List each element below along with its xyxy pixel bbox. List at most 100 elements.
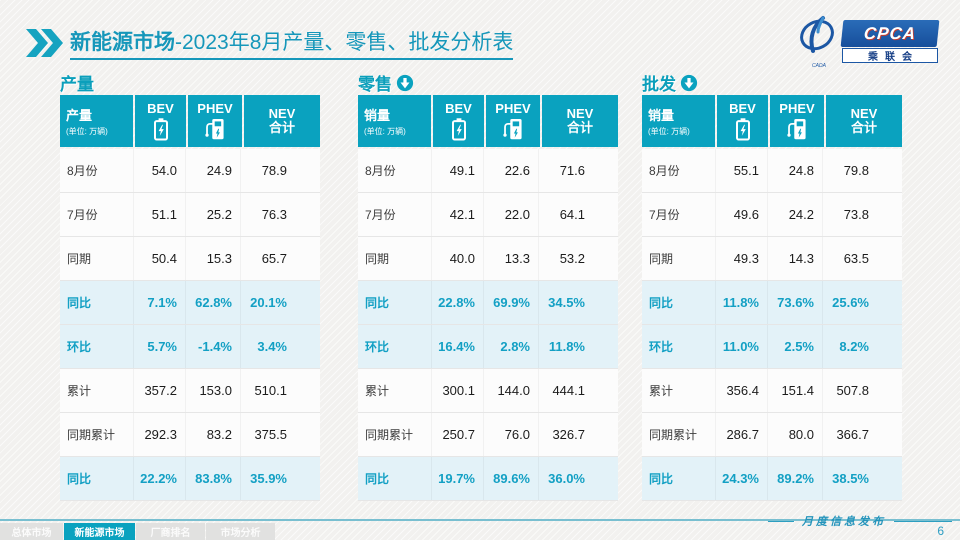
row-label-cell: 7月份 [642, 193, 716, 236]
nev-value-cell: 366.7 [836, 427, 869, 442]
nev-value-cell: 3.4% [257, 339, 287, 354]
nev-value-cell: 507.8 [836, 383, 869, 398]
tab-nev-market[interactable]: 新能源市场 [64, 523, 135, 540]
title-bold-segment: 新能源市场 [70, 31, 175, 54]
tab-market-analysis[interactable]: 市场分析 [206, 523, 275, 540]
label-column-header: 产量 (单位: 万辆) [60, 95, 133, 147]
bev-value-cell: 22.2% [134, 457, 186, 500]
production-section-title: 产量 [60, 75, 94, 94]
bev-header-text: BEV [729, 100, 756, 116]
row-label-cell: 同期累计 [358, 413, 432, 456]
phev-value-cell: 22.6 [484, 149, 539, 192]
nev-value-cell: 510.1 [254, 383, 287, 398]
bev-value-cell: 292.3 [134, 413, 186, 456]
table-row: 同期 40.0 13.3 53.2 [358, 237, 618, 281]
nev-value-cell: 35.9% [250, 471, 287, 486]
nev-value-cell: 375.5 [254, 427, 287, 442]
header: 新能源市场-2023年8月产量、零售、批发分析表 [26, 26, 514, 60]
tab-manufacturer-ranking[interactable]: 厂商排名 [136, 523, 205, 540]
nev-value-cell: 71.6 [559, 163, 585, 178]
phev-value-cell: 24.2 [768, 193, 823, 236]
table-row: 累计 357.2 153.0 510.1 [60, 369, 320, 413]
nev-value-cell: 25.6% [832, 295, 869, 310]
bev-value-cell: 7.1% [134, 281, 186, 324]
production-table-body: 8月份 54.0 24.9 78.9 7月份 51.1 25.2 76.3 同期 50.4 15.3… [60, 149, 320, 501]
nev-header-line2: 合计 [268, 120, 295, 135]
cpca-logo-subtext: 乘联会 [842, 48, 938, 63]
bev-value-cell: 250.7 [432, 413, 484, 456]
label-header-text: 产量 [66, 108, 93, 123]
unit-label: (单位: 万辆) [648, 127, 690, 136]
nev-header-line2: 合计 [566, 120, 593, 135]
nev-value-cell: 326.7 [552, 427, 585, 442]
nev-column-header: NEV 合计 [826, 95, 902, 147]
row-label-cell: 同比 [642, 457, 716, 500]
table-row: 累计 300.1 144.0 444.1 [358, 369, 618, 413]
table-row: 同期累计 250.7 76.0 326.7 [358, 413, 618, 457]
production-table: 产量 产量 (单位: 万辆) BEV PHEV NEV [60, 70, 320, 501]
nev-header-line1: NEV [566, 106, 594, 121]
bev-column-header: BEV [717, 95, 768, 147]
bev-value-cell: 300.1 [432, 369, 484, 412]
nev-value-cell: 63.5 [843, 251, 869, 266]
unit-label: (单位: 万辆) [66, 127, 108, 136]
nev-value-cell: 73.8 [843, 207, 869, 222]
phev-column-header: PHEV [486, 95, 540, 147]
page-title: 新能源市场-2023年8月产量、零售、批发分析表 [70, 26, 514, 60]
battery-icon [735, 117, 750, 140]
row-label-cell: 同期累计 [60, 413, 134, 456]
nev-column-header: NEV 合计 [244, 95, 320, 147]
charger-icon [786, 118, 806, 139]
phev-value-cell: 83.2 [186, 413, 241, 456]
row-label-cell: 同比 [60, 281, 134, 324]
bev-value-cell: 40.0 [432, 237, 484, 280]
nev-header-line1: NEV [850, 106, 878, 121]
phev-value-cell: 89.6% [484, 457, 539, 500]
bev-value-cell: 54.0 [134, 149, 186, 192]
row-label-cell: 同比 [358, 457, 432, 500]
bev-column-header: BEV [135, 95, 186, 147]
row-label-cell: 7月份 [358, 193, 432, 236]
phev-header-text: PHEV [197, 100, 233, 116]
publication-label: 月度信息发布 [768, 513, 952, 529]
nev-header-line1: NEV [268, 106, 296, 121]
phev-value-cell: 24.8 [768, 149, 823, 192]
table-row: 同比 7.1% 62.8% 20.1% [60, 281, 320, 325]
circle-down-arrow-icon [680, 74, 698, 91]
label-column-header: 销量 (单位: 万辆) [358, 95, 431, 147]
phev-value-cell: 13.3 [484, 237, 539, 280]
phev-header-text: PHEV [495, 100, 531, 116]
row-label-cell: 同比 [642, 281, 716, 324]
bev-value-cell: 49.3 [716, 237, 768, 280]
label-column-header: 销量 (单位: 万辆) [642, 95, 715, 147]
charger-icon [204, 118, 224, 139]
table-row: 累计 356.4 151.4 507.8 [642, 369, 902, 413]
nev-value-cell: 36.0% [548, 471, 585, 486]
phev-value-cell: 2.8% [484, 325, 539, 368]
publication-dash [768, 520, 794, 522]
nev-value-cell: 444.1 [552, 383, 585, 398]
phev-value-cell: 62.8% [186, 281, 241, 324]
phev-header-text: PHEV [779, 100, 815, 116]
bev-column-header: BEV [433, 95, 484, 147]
row-label-cell: 同比 [60, 457, 134, 500]
nev-value-cell: 76.3 [261, 207, 287, 222]
bev-value-cell: 55.1 [716, 149, 768, 192]
bev-value-cell: 19.7% [432, 457, 484, 500]
bev-value-cell: 286.7 [716, 413, 768, 456]
table-row: 同比 24.3% 89.2% 38.5% [642, 457, 902, 501]
table-row: 同比 22.8% 69.9% 34.5% [358, 281, 618, 325]
nev-value-cell: 53.2 [559, 251, 585, 266]
cpca-logo: CADA CPCA 乘联会 [796, 14, 940, 69]
row-label-cell: 同期 [642, 237, 716, 280]
retail-table-header: 销量 (单位: 万辆) BEV PHEV NEV 合计 [358, 95, 618, 147]
phev-value-cell: 144.0 [484, 369, 539, 412]
wholesale-table: 批发 销量 (单位: 万辆) BEV PHEV [642, 70, 902, 501]
table-row: 7月份 42.1 22.0 64.1 [358, 193, 618, 237]
row-label-cell: 环比 [60, 325, 134, 368]
cpca-logo-text: CPCA [840, 20, 940, 47]
tab-overall-market[interactable]: 总体市场 [0, 523, 63, 540]
row-label-cell: 7月份 [60, 193, 134, 236]
phev-value-cell: 76.0 [484, 413, 539, 456]
phev-value-cell: 25.2 [186, 193, 241, 236]
